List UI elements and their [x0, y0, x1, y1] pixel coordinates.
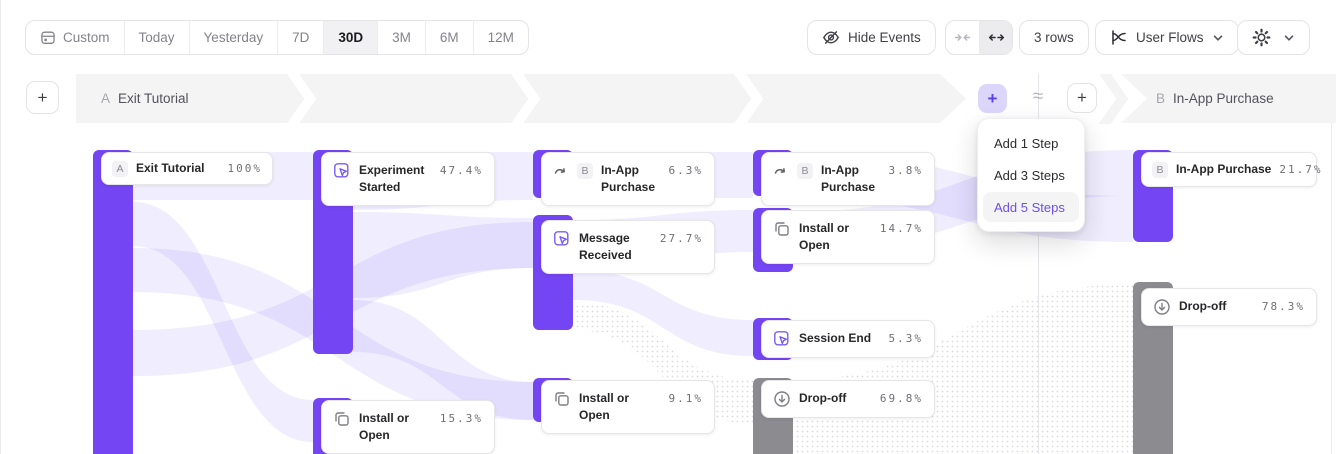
rows-label: 3 rows [1034, 30, 1074, 45]
date-range-label: Custom [63, 30, 110, 45]
flow-arrow-icon [553, 162, 569, 180]
date-range-custom[interactable]: Custom [26, 21, 124, 54]
menu-item-add-5-steps[interactable]: Add 5 Steps [983, 192, 1079, 222]
flow-bar-exit-tutorial[interactable] [93, 150, 133, 454]
expand-arrows-icon [988, 29, 1005, 46]
node-dropoff[interactable]: Drop-off 69.8% [761, 380, 935, 418]
path-b-lead-chevron [1099, 74, 1129, 123]
path-b-band[interactable] [1121, 74, 1336, 123]
node-dropoff[interactable]: Drop-off 78.3% [1141, 288, 1317, 326]
path-a-band[interactable] [76, 74, 966, 123]
install-icon [553, 390, 571, 408]
path-b-label: B In-App Purchase [1156, 91, 1274, 106]
collapse-arrows-icon [954, 29, 971, 46]
plus-icon: + [37, 87, 48, 107]
date-range-6m[interactable]: 6M [424, 21, 473, 54]
rows-selector-group: 3 rows [1019, 20, 1089, 55]
calendar-icon [40, 29, 56, 47]
node-exit-tutorial[interactable]: A Exit Tutorial 100% [101, 152, 273, 185]
install-icon [773, 220, 791, 238]
node-install-or-open[interactable]: Install or Open 15.3% [321, 400, 495, 454]
menu-item-add-3-steps[interactable]: Add 3 Steps [994, 167, 1065, 183]
user-flows-chart-icon [1110, 29, 1128, 47]
drop-off-icon [773, 390, 791, 408]
date-range-7d[interactable]: 7D [277, 21, 323, 54]
node-inapp-purchase-b[interactable]: B In-App Purchase 21.7% [1141, 152, 1320, 187]
add-steps-menu: Add 1 Step Add 3 Steps Add 5 Steps [977, 118, 1085, 232]
view-selector-button[interactable]: User Flows [1096, 21, 1238, 54]
menu-item-add-1-step[interactable]: Add 1 Step [994, 135, 1059, 151]
node-experiment-started[interactable]: Experiment Started 47.4% [321, 152, 495, 206]
date-range-today[interactable]: Today [123, 21, 189, 54]
node-install-or-open[interactable]: Install or Open 9.1% [541, 380, 715, 434]
drop-off-icon [1153, 298, 1171, 316]
badge-b: B [577, 162, 593, 179]
view-label: User Flows [1136, 30, 1204, 45]
band-chevron-separator [734, 74, 746, 123]
plus-icon: + [1077, 88, 1087, 107]
gear-icon [1252, 28, 1271, 47]
node-inapp-purchase[interactable]: B In-App Purchase 6.3% [541, 152, 715, 206]
click-event-icon [333, 162, 351, 180]
right-pane-edge [1331, 74, 1332, 454]
add-step-button[interactable]: + [978, 84, 1007, 113]
date-range-picker: Custom Today Yesterday 7D 30D 3M 6M 12M [25, 20, 529, 55]
node-message-received[interactable]: Message Received 27.7% [541, 220, 715, 274]
path-b-badge: B [1156, 91, 1166, 106]
click-event-icon [773, 330, 791, 348]
date-range-30d[interactable]: 30D [323, 21, 378, 54]
chevron-down-icon [1212, 32, 1224, 44]
node-inapp-purchase[interactable]: B In-App Purchase 3.8% [761, 152, 935, 206]
install-icon [333, 410, 351, 428]
badge-b: B [1152, 161, 1168, 178]
settings-button[interactable] [1238, 21, 1309, 54]
eye-off-icon [822, 29, 840, 47]
badge-a: A [112, 160, 128, 177]
flow-arrow-icon [773, 162, 789, 180]
collapse-columns-button[interactable] [946, 21, 979, 54]
click-event-icon [553, 230, 571, 248]
hide-events-group: Hide Events [807, 20, 936, 55]
view-selector-group: User Flows [1095, 20, 1239, 55]
badge-b: B [797, 162, 813, 179]
node-session-end[interactable]: Session End 5.3% [761, 320, 935, 358]
add-row-button[interactable]: + [26, 81, 59, 114]
chevron-down-icon [1283, 32, 1295, 44]
path-a-label: A Exit Tutorial [101, 91, 189, 106]
section-divider-line [1038, 74, 1039, 454]
path-a-badge: A [101, 91, 111, 106]
node-install-or-open[interactable]: Install or Open 14.7% [761, 210, 935, 264]
hide-events-label: Hide Events [848, 30, 921, 45]
rows-selector-button[interactable]: 3 rows [1020, 21, 1088, 54]
band-chevron-separator [287, 74, 299, 123]
collapse-expand-toggle [945, 20, 1013, 55]
hide-events-button[interactable]: Hide Events [808, 21, 935, 54]
expand-columns-button[interactable] [979, 21, 1012, 54]
approx-symbol: ≈ [1032, 86, 1044, 107]
plus-icon: + [987, 88, 998, 108]
date-range-yesterday[interactable]: Yesterday [188, 21, 278, 54]
add-column-button[interactable]: + [1067, 83, 1097, 113]
settings-group [1237, 20, 1310, 55]
band-chevron-separator [511, 74, 523, 123]
date-range-3m[interactable]: 3M [377, 21, 425, 54]
date-range-12m[interactable]: 12M [472, 21, 528, 54]
